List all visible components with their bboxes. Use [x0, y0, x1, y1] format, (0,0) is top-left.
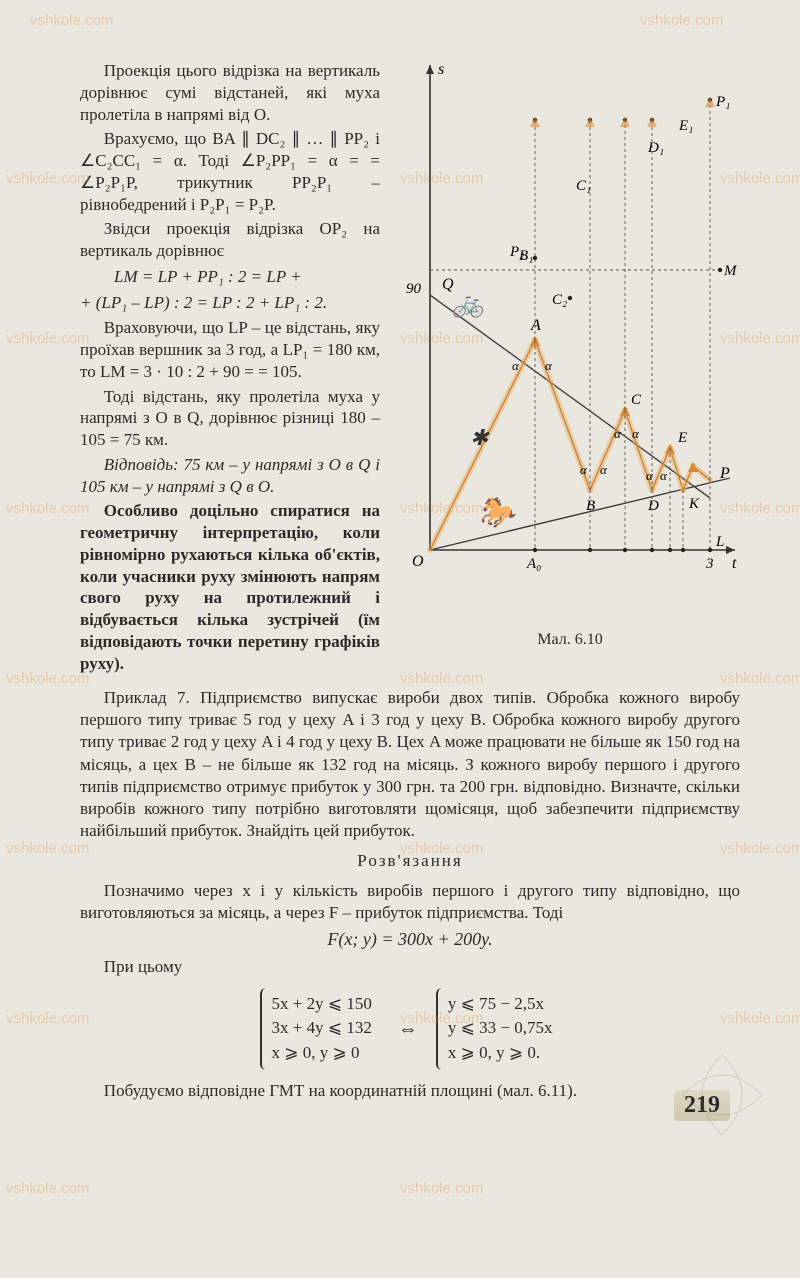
ineq: 5x + 2y ⩽ 150: [272, 992, 372, 1017]
figure-6-10: tsO90QA₀3LB₁C₁D₁E₁P₁MP₂C₂ABCDEKPαααααααα…: [400, 60, 740, 620]
solution-heading: Розв'язання: [80, 850, 740, 872]
svg-text:O: O: [412, 553, 424, 570]
svg-text:P: P: [719, 465, 730, 482]
full-width-section: Приклад 7. Підприємство випускає вироби …: [80, 687, 740, 1101]
watermark-text: vshkole.com: [6, 500, 89, 517]
figure-column: tsO90QA₀3LB₁C₁D₁E₁P₁MP₂C₂ABCDEKPαααααααα…: [400, 60, 740, 660]
svg-text:α: α: [545, 358, 553, 373]
ineq: x ⩾ 0, y ⩾ 0: [272, 1041, 372, 1066]
solution-paragraph: Позначимо через x і y кількість виробів …: [80, 880, 740, 924]
paragraph: Звідси проекція відрізка OP₂ на вертикал…: [80, 218, 380, 262]
formula-line: + (LP₁ – LP) : 2 = LP : 2 + LP₁ : 2.: [80, 292, 380, 314]
page-container: vshkole.com vshkole.com vshkole.com vshkole…: [0, 0, 800, 1145]
svg-text:α: α: [580, 462, 588, 477]
inequality-system: 5x + 2y ⩽ 150 3x + 4y ⩽ 132 x ⩾ 0, y ⩾ 0…: [80, 988, 740, 1070]
ineq: y ⩽ 33 − 0,75x: [448, 1016, 553, 1041]
svg-text:α: α: [512, 358, 520, 373]
equiv-arrow: ⇔: [398, 1016, 418, 1042]
svg-text:t: t: [732, 555, 737, 572]
constraint-intro: При цьому: [80, 956, 740, 978]
closing-paragraph: Побудуємо відповідне ГМТ на координатній…: [80, 1080, 740, 1102]
ineq: 3x + 4y ⩽ 132: [272, 1016, 372, 1041]
answer-paragraph: Відповідь: 75 км – у напрямі з O в Q і 1…: [80, 454, 380, 498]
svg-text:🚲: 🚲: [451, 289, 487, 318]
svg-text:✱: ✱: [470, 425, 490, 450]
svg-text:A₀: A₀: [526, 556, 541, 572]
svg-text:3: 3: [705, 556, 714, 572]
watermark-text: vshkole.com: [6, 670, 89, 687]
svg-text:C₁: C₁: [576, 178, 591, 194]
svg-text:C₂: C₂: [552, 292, 567, 308]
watermark-text: vshkole.com: [6, 840, 89, 857]
watermark-text: vshkole.com: [6, 1010, 89, 1027]
watermark-text: vshkole.com: [6, 1180, 89, 1197]
watermark-text: vshkole.com: [6, 330, 89, 347]
svg-text:s: s: [438, 61, 444, 78]
example-7: Приклад 7. Підприємство випускає вироби …: [80, 687, 740, 842]
svg-text:A: A: [530, 317, 541, 334]
svg-text:α: α: [660, 468, 668, 483]
system-right-brace: y ⩽ 75 − 2,5x y ⩽ 33 − 0,75x x ⩾ 0, y ⩾ …: [436, 988, 561, 1070]
emphasis-paragraph: Особливо доцільно спиратися на геометрич…: [80, 500, 380, 674]
svg-text:E: E: [677, 430, 687, 446]
svg-text:α: α: [614, 426, 622, 441]
system-left-brace: 5x + 2y ⩽ 150 3x + 4y ⩽ 132 x ⩾ 0, y ⩾ 0: [260, 988, 380, 1070]
paragraph: Врахуємо, що BA ∥ DC₂ ∥ … ∥ PP₂ і ∠C₂CC₁…: [80, 128, 380, 215]
svg-text:C: C: [631, 392, 642, 408]
svg-text:🐎: 🐎: [478, 495, 522, 529]
corner-decoration: [682, 1055, 762, 1135]
formula-line: LM = LP + PP₁ : 2 = LP +: [80, 266, 380, 288]
watermark-text: vshkole.com: [30, 12, 113, 29]
svg-text:E₁: E₁: [678, 118, 693, 134]
paragraph: Тоді відстань, яку пролетіла муха у напр…: [80, 386, 380, 451]
watermark-text: vshkole.com: [6, 170, 89, 187]
watermark-text: vshkole.com: [400, 1180, 483, 1197]
watermark-text: vshkole.com: [640, 12, 723, 29]
figure-caption: Мал. 6.10: [400, 631, 740, 649]
paragraph: Враховуючи, що LP – це відстань, яку про…: [80, 317, 380, 382]
two-column-layout: Проекція цього відрізка на вертикаль дор…: [80, 60, 740, 677]
svg-text:α: α: [632, 426, 640, 441]
svg-text:D: D: [647, 498, 659, 514]
svg-text:L: L: [715, 534, 724, 550]
svg-text:P₂: P₂: [509, 244, 524, 260]
svg-text:M: M: [723, 263, 738, 279]
svg-text:90: 90: [406, 281, 422, 297]
left-text-column: Проекція цього відрізка на вертикаль дор…: [80, 60, 380, 677]
paragraph: Проекція цього відрізка на вертикаль дор…: [80, 60, 380, 125]
svg-text:B: B: [586, 498, 595, 514]
svg-text:P₁: P₁: [715, 94, 730, 110]
svg-text:D₁: D₁: [647, 140, 664, 156]
ineq: y ⩽ 75 − 2,5x: [448, 992, 553, 1017]
svg-text:α: α: [646, 468, 654, 483]
profit-function: F(x; y) = 300x + 200y.: [80, 928, 740, 951]
ineq: x ⩾ 0, y ⩾ 0.: [448, 1041, 553, 1066]
svg-text:K: K: [688, 496, 700, 512]
svg-text:α: α: [600, 462, 608, 477]
